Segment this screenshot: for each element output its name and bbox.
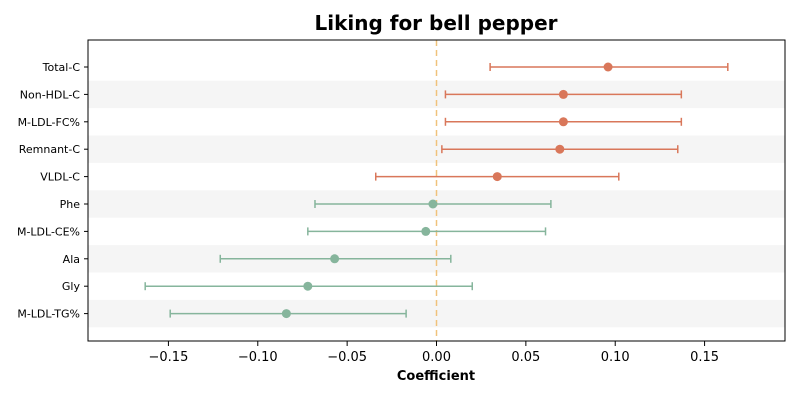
x-tick-label: 0.05 bbox=[511, 350, 540, 365]
y-tick-label: Total-C bbox=[42, 61, 81, 74]
x-tick-label: −0.05 bbox=[327, 350, 367, 365]
point-estimate bbox=[330, 254, 340, 264]
chart-title: Liking for bell pepper bbox=[314, 11, 557, 35]
x-axis: −0.15 −0.10 −0.05 0.00 0.05 0.10 0.15 bbox=[149, 341, 719, 365]
point-estimate bbox=[421, 226, 431, 236]
y-tick-label: Remnant-C bbox=[19, 143, 81, 156]
y-tick-label: M-LDL-FC% bbox=[18, 116, 80, 129]
x-tick-label: 0.10 bbox=[601, 350, 630, 365]
x-axis-label: Coefficient bbox=[397, 369, 475, 384]
x-tick-label: −0.10 bbox=[238, 350, 278, 365]
point-estimates bbox=[281, 62, 613, 319]
row-band bbox=[88, 135, 785, 163]
point-estimate bbox=[558, 117, 568, 127]
point-estimate bbox=[303, 281, 313, 291]
x-tick-label: −0.15 bbox=[149, 350, 189, 365]
y-tick-label: Non-HDL-C bbox=[20, 88, 81, 101]
x-tick-label: 0.15 bbox=[690, 350, 719, 365]
point-estimate bbox=[558, 89, 568, 99]
point-estimate bbox=[428, 199, 438, 209]
point-estimate bbox=[603, 62, 613, 72]
point-estimate bbox=[281, 309, 291, 319]
y-tick-label: M-LDL-TG% bbox=[17, 308, 80, 321]
y-tick-label: Ala bbox=[63, 253, 80, 266]
y-tick-label: Phe bbox=[60, 198, 81, 211]
x-tick-label: 0.00 bbox=[422, 350, 451, 365]
y-tick-label: VLDL-C bbox=[40, 171, 80, 184]
y-tick-label: M-LDL-CE% bbox=[17, 225, 80, 238]
point-estimate bbox=[555, 144, 565, 154]
y-axis: Total-C Non-HDL-C M-LDL-FC% Remnant-C VLDL-C… bbox=[17, 61, 88, 321]
point-estimate bbox=[492, 172, 502, 182]
y-tick-label: Gly bbox=[62, 280, 81, 293]
